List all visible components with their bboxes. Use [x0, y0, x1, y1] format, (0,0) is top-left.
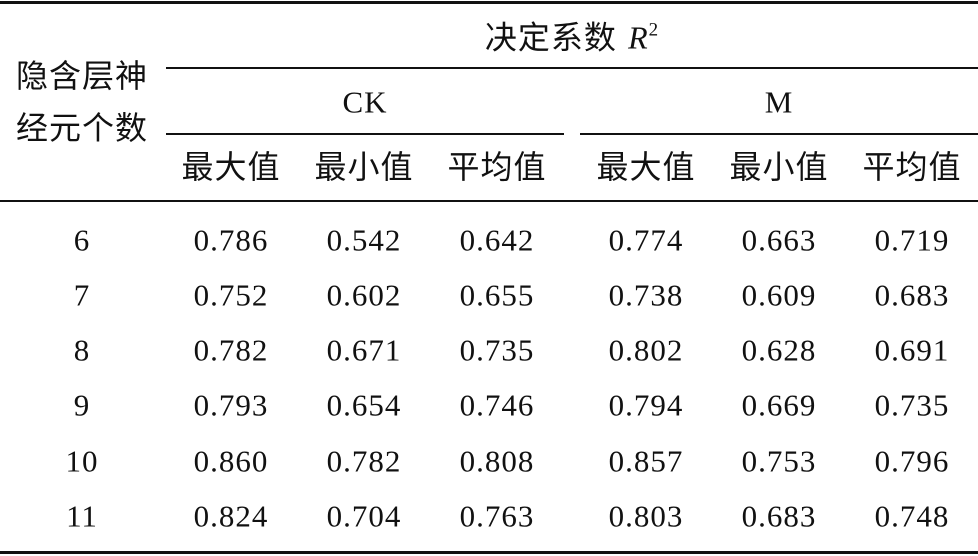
- row-header-line-1: 隐含层神: [15, 57, 149, 95]
- table-cell: 0.602: [326, 277, 402, 313]
- table-cell: 0.654: [326, 387, 402, 423]
- table-cell: 0.669: [741, 387, 817, 423]
- table-cell: 0.691: [874, 332, 950, 368]
- table-cell: 0.802: [608, 332, 684, 368]
- column-header-m-min: 最小值: [729, 148, 829, 186]
- table-cell: 0.793: [193, 387, 269, 423]
- table-cell: 0.683: [874, 277, 950, 313]
- table-cell: 0.738: [608, 277, 684, 313]
- table-cell: 0.808: [459, 443, 535, 479]
- table-row-neurons: 10: [65, 443, 99, 479]
- table-cell: 0.642: [459, 222, 535, 258]
- column-header-ck-max: 最大值: [181, 148, 281, 186]
- row-header-line-2: 经元个数: [15, 109, 149, 147]
- table-cell: 0.786: [193, 222, 269, 258]
- table-cell: 0.794: [608, 387, 684, 423]
- table-row-neurons: 7: [73, 277, 91, 313]
- ck-group-underline: [166, 133, 564, 135]
- table-cell: 0.671: [326, 332, 402, 368]
- table-cell: 0.796: [874, 443, 950, 479]
- column-header-ck-mean: 平均值: [447, 148, 547, 186]
- table-row-neurons: 11: [66, 498, 98, 534]
- table-cell: 0.609: [741, 277, 817, 313]
- table-cell: 0.746: [459, 387, 535, 423]
- column-header-m-mean: 平均值: [862, 148, 962, 186]
- table-cell: 0.748: [874, 498, 950, 534]
- bottom-rule: [0, 551, 978, 554]
- coefficient-header: 决定系数 R2: [485, 21, 659, 54]
- group-header-ck: CK: [342, 84, 388, 120]
- table-cell: 0.655: [459, 277, 535, 313]
- group-header-m: M: [764, 84, 794, 120]
- table-cell: 0.774: [608, 222, 684, 258]
- table-cell: 0.735: [874, 387, 950, 423]
- table-row-neurons: 9: [73, 387, 91, 423]
- table-cell: 0.719: [874, 222, 950, 258]
- table-cell: 0.663: [741, 222, 817, 258]
- group-header-underline: [166, 67, 978, 69]
- table-cell: 0.542: [326, 222, 402, 258]
- m-group-underline: [580, 133, 978, 135]
- table-row-neurons: 6: [73, 222, 91, 258]
- r-symbol: R: [628, 19, 649, 56]
- header-bottom-rule: [0, 200, 978, 202]
- table-cell: 0.704: [326, 498, 402, 534]
- table-cell: 0.763: [459, 498, 535, 534]
- table-cell: 0.735: [459, 332, 535, 368]
- table-cell: 0.753: [741, 443, 817, 479]
- table-cell: 0.857: [608, 443, 684, 479]
- table-cell: 0.824: [193, 498, 269, 534]
- coefficient-label: 决定系数: [484, 18, 617, 57]
- table-cell: 0.782: [326, 443, 402, 479]
- column-header-m-max: 最大值: [596, 148, 696, 186]
- table-cell: 0.782: [193, 332, 269, 368]
- column-header-ck-min: 最小值: [314, 148, 414, 186]
- top-rule: [0, 1, 978, 4]
- table-cell: 0.752: [193, 277, 269, 313]
- r-superscript: 2: [648, 19, 660, 41]
- table-row-neurons: 8: [73, 332, 91, 368]
- table-cell: 0.860: [193, 443, 269, 479]
- table-cell: 0.683: [741, 498, 817, 534]
- table-cell: 0.628: [741, 332, 817, 368]
- table-cell: 0.803: [608, 498, 684, 534]
